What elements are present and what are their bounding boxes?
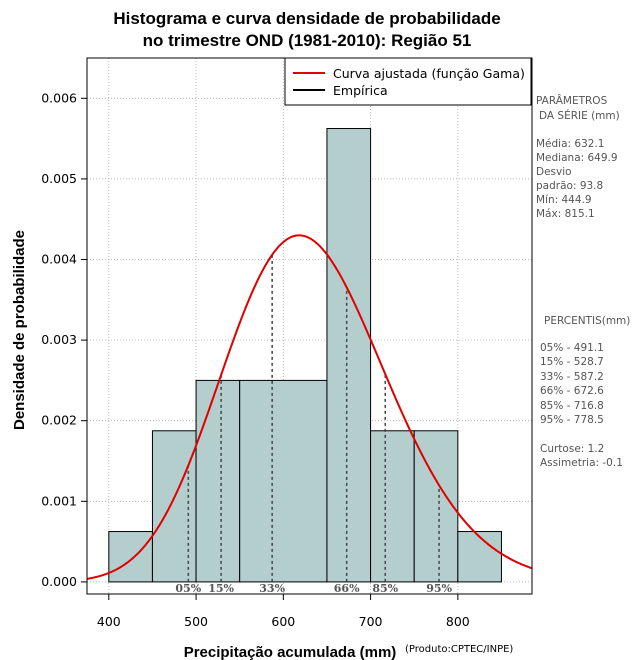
x-tick-label: 400 (97, 614, 121, 629)
y-tick-label: 0.006 (41, 90, 77, 105)
param-desvio-2: padrão: 93.8 (536, 180, 603, 192)
percentil-15: 15% - 528.7 (540, 356, 604, 368)
histogram-bars (108, 128, 502, 583)
credit-label: (Produto:CPTEC/INPE) (405, 644, 513, 655)
percentile-marker-66: 66% (334, 582, 360, 595)
chart-title-line1: Histograma e curva densidade de probabil… (113, 9, 500, 28)
histogram-bar (239, 379, 328, 583)
param-mediana: Mediana: 649.9 (536, 152, 618, 164)
param-min: Mín: 444.9 (536, 194, 592, 206)
assimetria: Assimetria: -0.1 (540, 457, 623, 469)
chart-title-line2: no trimestre OND (1981-2010): Região 51 (143, 31, 472, 50)
x-tick-label: 700 (359, 614, 383, 629)
y-tick-label: 0.001 (41, 493, 77, 508)
percentile-labels: 05% 15% 33% 66% 85% 95% (175, 582, 452, 595)
y-tick-label: 0.002 (41, 413, 77, 428)
x-tick-label: 800 (446, 614, 470, 629)
params-title-1: PARÂMETROS (536, 94, 608, 107)
param-desvio-1: Desvio (536, 166, 572, 178)
histogram-bar (413, 430, 459, 583)
percentile-lines (187, 254, 440, 582)
percentile-marker-95: 95% (426, 582, 452, 595)
fitted-gamma-curve (86, 234, 533, 580)
param-media: Média: 632.1 (536, 138, 604, 150)
legend: Curva ajustada (função Gama) Empírica (284, 57, 532, 106)
histogram-bar (370, 430, 415, 583)
curtose: Curtose: 1.2 (540, 443, 604, 455)
percentiles-panel: PERCENTIS(mm) 05% - 491.1 15% - 528.7 33… (540, 315, 630, 469)
legend-fitted-label: Curva ajustada (função Gama) (333, 66, 525, 81)
x-tick-label: 600 (271, 614, 295, 629)
y-tick-label: 0.005 (41, 171, 77, 186)
histogram-bar (457, 531, 502, 583)
x-axis-ticks: 400 500 600 700 800 (97, 594, 470, 629)
x-tick-label: 500 (184, 614, 208, 629)
x-axis-label: Precipitação acumulada (mm) (184, 644, 397, 660)
y-tick-label: 0.003 (41, 332, 77, 347)
histogram-bar (326, 128, 372, 583)
percentile-marker-33: 33% (259, 582, 285, 595)
percentile-marker-15: 15% (208, 582, 234, 595)
legend-box (284, 57, 532, 106)
y-tick-label: 0.000 (41, 574, 77, 589)
percentile-marker-85: 85% (372, 582, 398, 595)
histogram-bar (195, 379, 241, 583)
percentil-66: 66% - 672.6 (540, 385, 604, 397)
percentis-title: PERCENTIS(mm) (544, 315, 630, 327)
y-axis-ticks: 0.000 0.001 0.002 0.003 0.004 0.005 0.006 (41, 90, 87, 589)
y-axis-label: Densidade de probabilidade (11, 230, 28, 430)
param-max: Máx: 815.1 (536, 208, 595, 220)
percentil-95: 95% - 778.5 (540, 414, 604, 426)
legend-empirical-label: Empírica (333, 83, 388, 98)
y-tick-label: 0.004 (41, 252, 77, 267)
histogram-bar (108, 531, 153, 583)
params-title-2: DA SÉRIE (mm) (539, 109, 620, 122)
percentil-05: 05% - 491.1 (540, 342, 604, 354)
series-parameters-panel: PARÂMETROS DA SÉRIE (mm) Média: 632.1 Me… (536, 94, 620, 220)
percentil-33: 33% - 587.2 (540, 371, 604, 383)
percentile-marker-05: 05% (175, 582, 201, 595)
histogram-bar (151, 430, 197, 583)
percentil-85: 85% - 716.8 (540, 400, 604, 412)
